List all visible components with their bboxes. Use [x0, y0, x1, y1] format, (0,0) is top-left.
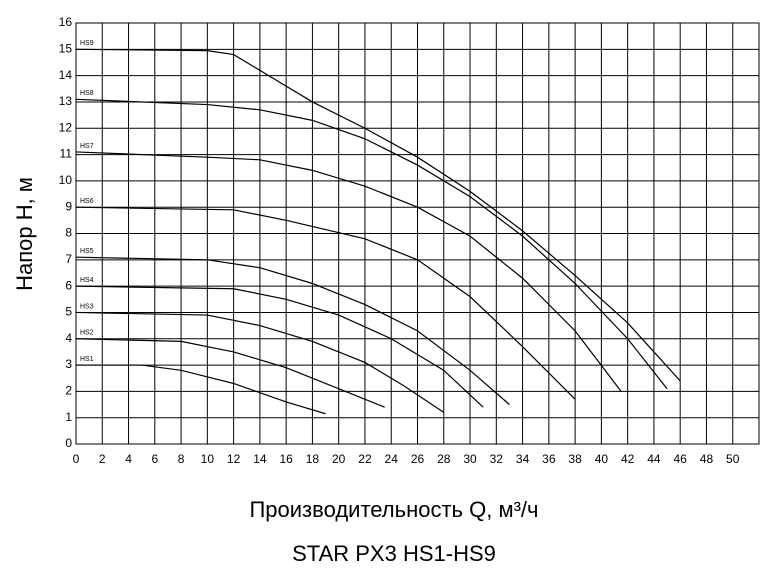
- x-tick-label: 4: [125, 452, 132, 466]
- pump-curve: [75, 48, 681, 382]
- x-tick-label: 12: [227, 452, 241, 466]
- curve-label: HS2: [80, 330, 94, 337]
- x-tick-label: 16: [279, 452, 293, 466]
- y-tick-label: 2: [65, 384, 72, 398]
- y-tick-label: 10: [59, 173, 73, 187]
- pump-curve: [75, 311, 445, 413]
- y-axis-label: Напор H, м: [12, 177, 37, 291]
- x-tick-label: 6: [151, 452, 158, 466]
- x-tick-label: 0: [73, 452, 80, 466]
- curve-label: HS8: [80, 90, 94, 97]
- x-axis-label: Производительность Q, м³/ч: [249, 497, 538, 522]
- x-tick-label: 30: [463, 452, 477, 466]
- y-tick-label: 3: [65, 357, 72, 371]
- y-tick-label: 13: [59, 94, 73, 108]
- x-tick-label: 42: [621, 452, 635, 466]
- pump-curve: [75, 98, 668, 390]
- curve-label: HS6: [80, 198, 94, 205]
- y-tick-label: 16: [59, 15, 73, 29]
- x-tick-label: 28: [437, 452, 451, 466]
- x-tick-label: 50: [726, 452, 740, 466]
- x-tick-label: 24: [385, 452, 399, 466]
- x-tick-label: 38: [568, 452, 582, 466]
- y-tick-label: 5: [65, 305, 72, 319]
- curve-label: HS4: [80, 277, 94, 284]
- pump-curve: [75, 338, 385, 408]
- x-tick-label: 10: [201, 452, 215, 466]
- curve-label: HS7: [80, 143, 94, 150]
- y-tick-label: 0: [65, 436, 72, 450]
- chart-title: STAR PX3 HS1-HS9: [292, 541, 496, 566]
- x-tick-label: 8: [178, 452, 185, 466]
- pump-curve: [76, 364, 326, 415]
- x-tick-label: 40: [595, 452, 609, 466]
- x-tick-label: 22: [358, 452, 372, 466]
- y-tick-label: 12: [59, 120, 73, 134]
- y-tick-label: 4: [65, 331, 72, 345]
- y-tick-label: 7: [65, 252, 72, 266]
- curve-label: HS3: [80, 303, 94, 310]
- y-tick-label: 8: [65, 226, 72, 240]
- curve-label: HS5: [80, 248, 94, 255]
- x-tick-label: 18: [306, 452, 320, 466]
- x-tick-label: 36: [542, 452, 556, 466]
- x-tick-label: 14: [253, 452, 267, 466]
- pump-curve: [75, 256, 510, 405]
- x-tick-label: 32: [490, 452, 504, 466]
- y-tick-label: 11: [60, 147, 73, 161]
- x-tick-label: 46: [674, 452, 688, 466]
- curve-label: HS1: [80, 356, 94, 363]
- y-tick-label: 15: [59, 41, 73, 55]
- x-tick-label: 26: [411, 452, 425, 466]
- y-tick-label: 1: [65, 410, 72, 424]
- curve-label: HS9: [80, 40, 94, 47]
- y-tick-label: 14: [59, 68, 73, 82]
- x-tick-label: 48: [700, 452, 714, 466]
- y-tick-label: 9: [65, 199, 72, 213]
- pump-curve: [75, 285, 484, 408]
- x-tick-label: 2: [99, 452, 106, 466]
- x-tick-label: 20: [332, 452, 346, 466]
- pump-curve: [75, 206, 576, 400]
- pump-curve: [75, 151, 622, 392]
- x-tick-label: 34: [516, 452, 530, 466]
- x-tick-label: 44: [647, 452, 661, 466]
- y-tick-label: 6: [65, 278, 72, 292]
- plot-frame: [75, 22, 760, 445]
